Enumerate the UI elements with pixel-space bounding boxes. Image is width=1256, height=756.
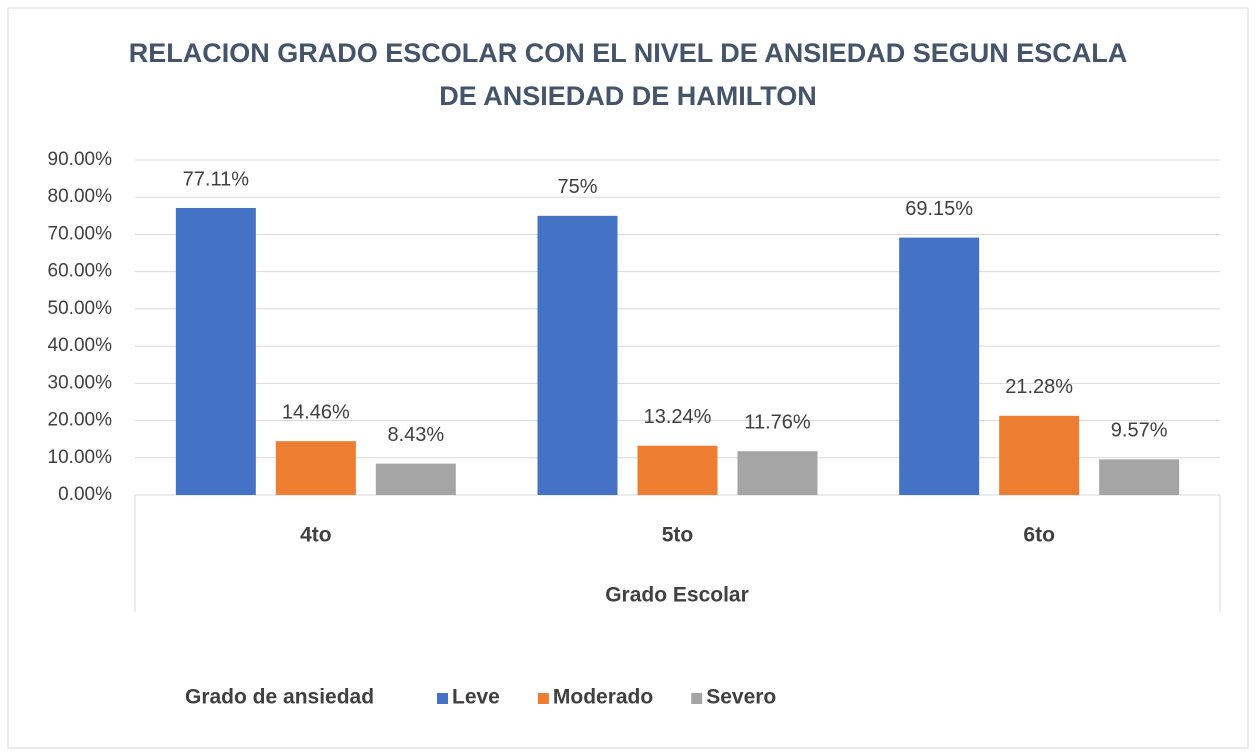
bar <box>1099 459 1180 495</box>
bar <box>175 207 256 496</box>
chart-title: RELACION GRADO ESCOLAR CON EL NIVEL DE A… <box>128 38 1128 111</box>
legend-label: Severo <box>706 686 776 709</box>
legend-label: Moderado <box>553 686 653 709</box>
data-label: 75% <box>557 176 597 198</box>
bar <box>899 237 980 495</box>
bar <box>375 463 456 495</box>
y-tick-label: 20.00% <box>48 410 113 431</box>
legend-title: Grado de ansiedad <box>185 686 374 709</box>
data-label: 13.24% <box>644 406 712 428</box>
legend-swatch <box>537 693 549 704</box>
y-tick-label: 0.00% <box>58 484 112 505</box>
data-label: 9.57% <box>1111 420 1168 442</box>
y-tick-label: 10.00% <box>48 447 113 468</box>
data-label: 11.76% <box>744 412 811 434</box>
data-label: 21.28% <box>1005 376 1073 398</box>
y-tick-label: 50.00% <box>48 298 113 319</box>
x-axis-title: Grado Escolar <box>605 584 749 607</box>
y-tick-label: 70.00% <box>48 223 113 244</box>
y-tick-label: 40.00% <box>48 335 113 356</box>
x-tick-label: 5to <box>662 524 694 547</box>
data-label: 77.11% <box>183 168 250 190</box>
bar <box>275 441 356 495</box>
y-tick-label: 80.00% <box>48 186 113 207</box>
legend-swatch <box>437 693 448 704</box>
data-label: 14.46% <box>282 401 350 423</box>
x-tick-label: 6to <box>1023 524 1055 547</box>
data-label: 8.43% <box>387 424 444 446</box>
y-tick-label: 60.00% <box>48 261 113 282</box>
y-tick-label: 30.00% <box>48 372 113 393</box>
bar <box>737 451 818 495</box>
x-tick-label: 4to <box>300 524 332 547</box>
bar <box>999 415 1080 495</box>
legend-swatch <box>691 693 703 704</box>
bar <box>537 215 618 496</box>
data-label: 69.15% <box>905 198 973 220</box>
bar <box>637 445 718 495</box>
legend-label: Leve <box>452 686 500 709</box>
y-tick-label: 90.00% <box>48 149 113 170</box>
